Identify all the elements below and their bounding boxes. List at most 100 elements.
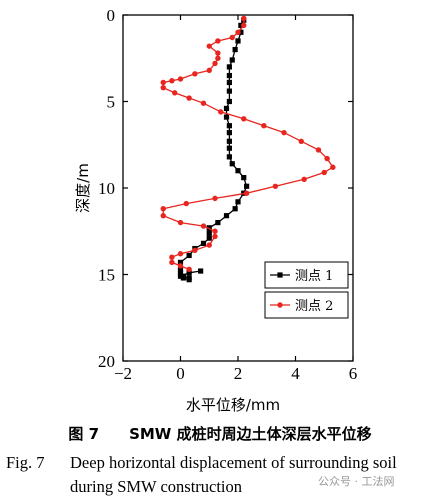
series-1-point	[235, 199, 241, 205]
series-2-point	[172, 90, 178, 96]
y-tick-label: 20	[98, 352, 115, 371]
series-2-point	[177, 76, 184, 82]
series-1-point	[226, 64, 232, 70]
series-2-point	[192, 71, 198, 77]
series-1-point	[229, 57, 235, 63]
series-2-point	[169, 254, 175, 260]
series-1-point	[223, 105, 230, 112]
series-1-point	[232, 206, 238, 212]
series-2-point	[241, 116, 247, 122]
y-tick-label: 5	[107, 93, 116, 112]
series-1-point	[226, 138, 232, 144]
series-1-point	[244, 183, 250, 189]
caption-en-line2: during SMW construction	[70, 477, 243, 496]
series-1-point	[177, 273, 184, 279]
x-axis-title: 水平位移/mm	[186, 396, 280, 414]
series-1-point	[229, 161, 235, 167]
series-1-point	[177, 270, 184, 276]
series-2-point	[200, 100, 207, 106]
series-1-point	[226, 154, 232, 160]
series-2-point	[206, 43, 212, 49]
series-2-point	[301, 176, 307, 183]
series-1-point	[223, 213, 230, 219]
series-1-point	[186, 277, 192, 283]
series-2-point	[160, 79, 166, 86]
series-2-point	[169, 78, 175, 84]
series-2-point	[177, 219, 184, 226]
figure-caption-en: Fig. 7 Deep horizontal displacement of su…	[6, 451, 438, 499]
series-1-point	[226, 79, 232, 86]
series-1-point	[180, 275, 186, 281]
series-2-point	[206, 67, 212, 74]
series-2-point	[215, 38, 221, 44]
x-tick-label: 4	[291, 364, 300, 383]
series-1-point	[235, 38, 241, 44]
series-1-point	[238, 22, 244, 28]
legend-label: 测点 2	[295, 299, 333, 314]
series-1-point	[215, 220, 221, 226]
series-1-point	[223, 114, 230, 120]
legend-swatch-marker	[277, 272, 283, 278]
legend-item-1: 测点 1	[264, 261, 349, 289]
series-2-point	[229, 34, 235, 41]
series-2-point	[212, 228, 218, 234]
series-2-point	[212, 60, 218, 67]
series-2-point	[186, 95, 192, 101]
series-2-point	[315, 147, 322, 153]
series-2-point	[177, 263, 184, 269]
series-1-point	[238, 29, 244, 35]
series-2-point	[200, 223, 207, 229]
series-2-point	[215, 55, 221, 61]
series-2-point	[298, 138, 304, 144]
series-2-point	[215, 50, 221, 56]
series-2-point	[177, 251, 184, 257]
series-2-point	[241, 22, 247, 29]
y-tick-label: 10	[98, 179, 115, 198]
series-2-point	[281, 129, 287, 136]
caption-en-line1: Deep horizontal displacement of surround…	[70, 453, 397, 472]
series-1-point	[235, 168, 241, 174]
chart: −2 0 2 4 6 0 5 10 15 20 水平位移/mm 深度/m 测点 1 测点 2	[74, 6, 358, 414]
series-2-point	[160, 206, 166, 212]
y-tick-label: 15	[98, 266, 115, 285]
series-1-point	[226, 88, 232, 94]
series-2-point	[218, 109, 224, 115]
x-tick-label: 0	[176, 364, 185, 383]
series-2-point	[186, 266, 192, 273]
y-axis-title: 深度/m	[74, 163, 92, 213]
series-1-point	[186, 270, 192, 276]
series-2-point	[169, 259, 175, 266]
series-1-point	[206, 235, 212, 241]
series-1-line	[179, 19, 248, 281]
figure-caption-cn: 图 7 SMW 成桩时周边土体深层水平位移	[68, 425, 372, 443]
series-1-point	[198, 268, 204, 274]
series-2-point	[243, 190, 250, 196]
series-2-point	[261, 123, 267, 129]
series-2-point	[160, 84, 166, 91]
series-1-point	[206, 230, 212, 236]
y-tick-label: 0	[107, 6, 116, 25]
series-1-point	[200, 240, 207, 246]
series-1-point	[226, 98, 232, 105]
series-1-point	[206, 225, 212, 231]
series-1-point	[226, 123, 232, 129]
series-2-point	[212, 233, 218, 240]
series-2-line	[162, 18, 334, 270]
series-1-point	[177, 259, 184, 265]
series-2-point	[212, 195, 218, 202]
series-2	[160, 15, 336, 273]
series-1-point	[186, 252, 192, 259]
legend-label: 测点 1	[295, 269, 333, 284]
series-2-point	[160, 212, 166, 219]
watermark-text: 公众号 · 工法网	[318, 475, 395, 488]
series-1	[177, 17, 250, 283]
series-1-point	[226, 145, 232, 151]
x-tick-label: 2	[234, 364, 243, 383]
figure-number-en: Fig. 7	[6, 453, 45, 472]
series-2-point	[183, 200, 189, 207]
legend-swatch-marker	[277, 302, 283, 308]
series-2-point	[272, 183, 279, 189]
series-1-point	[177, 266, 184, 272]
x-tick-label: 6	[349, 364, 358, 383]
series-1-point	[226, 72, 232, 79]
